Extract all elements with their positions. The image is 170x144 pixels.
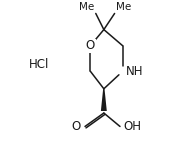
Text: Me: Me <box>116 2 131 12</box>
Text: O: O <box>72 120 81 133</box>
Polygon shape <box>101 89 107 111</box>
Text: Me: Me <box>79 2 94 12</box>
Text: HCl: HCl <box>29 58 49 71</box>
Text: NH: NH <box>126 65 143 78</box>
Text: OH: OH <box>123 120 141 133</box>
Text: O: O <box>86 39 95 52</box>
